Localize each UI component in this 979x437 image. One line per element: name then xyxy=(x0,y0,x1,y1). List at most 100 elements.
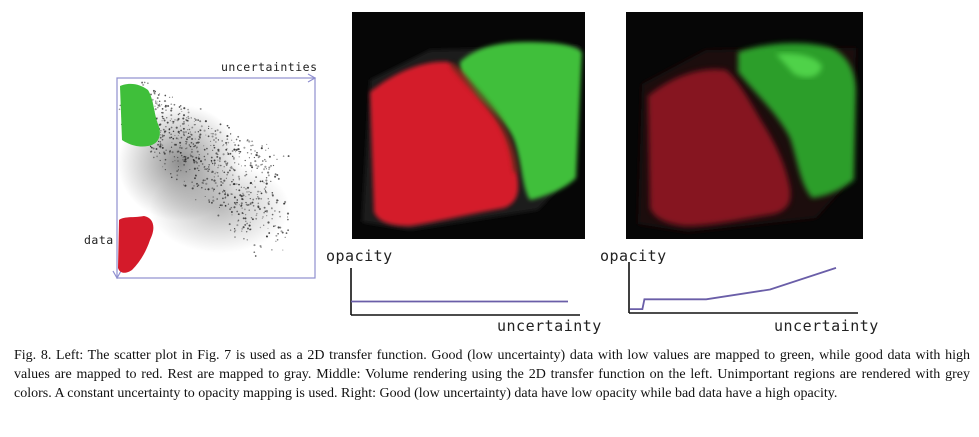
scatter-point xyxy=(171,151,174,154)
scatter-point xyxy=(150,93,152,96)
scatter-point xyxy=(172,130,175,133)
scatter-point xyxy=(197,130,200,133)
scatter-point xyxy=(198,141,201,143)
scatter-point xyxy=(172,120,175,123)
scatter-point xyxy=(175,126,178,129)
scatter-point xyxy=(276,174,279,176)
scatter-point xyxy=(236,201,238,204)
scatter-point xyxy=(173,103,176,106)
scatter-point xyxy=(235,138,238,141)
green-volume xyxy=(738,43,856,198)
scatter-point xyxy=(271,194,274,197)
scatter-point xyxy=(179,105,182,107)
scatter-point xyxy=(223,166,225,168)
scatter-point xyxy=(147,82,149,84)
scatter-point xyxy=(191,155,194,158)
scatter-point xyxy=(206,147,208,150)
scatter-point xyxy=(161,104,163,106)
scatter-point xyxy=(267,147,270,150)
scatter-point xyxy=(267,171,270,174)
scatter-point xyxy=(141,81,143,83)
scatter-point xyxy=(187,129,189,131)
scatter-point xyxy=(277,226,280,229)
scatter-point xyxy=(225,177,227,179)
scatter-point xyxy=(252,204,255,207)
scatter-point xyxy=(169,153,171,155)
scatter-point xyxy=(182,131,184,133)
scatter-point xyxy=(161,115,164,118)
scatter-point xyxy=(160,131,162,133)
scatter-point xyxy=(203,148,206,151)
scatter-point xyxy=(267,174,270,177)
scatter-point xyxy=(215,171,217,173)
scatter-point xyxy=(185,140,187,142)
scatter-point xyxy=(220,181,223,183)
scatter-point xyxy=(233,206,236,209)
scatter-point xyxy=(195,156,198,159)
scatter-point xyxy=(232,174,234,176)
scatter-point xyxy=(198,156,200,158)
scatter-point xyxy=(239,150,242,153)
scatter-point xyxy=(226,163,228,165)
scatter-point xyxy=(183,164,185,166)
scatter-point xyxy=(242,217,245,220)
scatter-point xyxy=(232,168,234,170)
scatter-point xyxy=(248,191,250,193)
scatter-point xyxy=(163,152,166,155)
scatter-point xyxy=(229,153,232,155)
scatter-point xyxy=(233,157,235,159)
scatter-point xyxy=(214,172,216,175)
scatter-point xyxy=(256,193,258,196)
scatter-point xyxy=(259,244,262,248)
scatter-point xyxy=(230,211,233,213)
scatter-point xyxy=(254,255,257,257)
scatter-point xyxy=(241,207,243,209)
scatter-point xyxy=(225,162,227,165)
scatter-point xyxy=(177,156,179,159)
scatter-point xyxy=(217,139,220,141)
scatter-point xyxy=(196,119,198,121)
scatter-point xyxy=(263,168,266,171)
scatter-point xyxy=(155,100,157,102)
scatter-point xyxy=(246,191,248,193)
scatter-point xyxy=(163,118,165,120)
scatter-point xyxy=(187,108,189,111)
scatter-point xyxy=(204,120,207,123)
scatter-point xyxy=(240,202,243,205)
scatter-point xyxy=(244,223,247,226)
scatter-point xyxy=(261,217,263,219)
red-volume xyxy=(648,69,791,227)
scatter-point xyxy=(178,132,180,135)
scatter-point xyxy=(193,120,195,122)
scatter-point xyxy=(243,237,245,240)
scatter-point xyxy=(248,157,250,159)
scatter-point xyxy=(219,123,222,126)
scatter-point xyxy=(239,194,242,197)
scatter-point xyxy=(219,158,221,160)
scatter-point xyxy=(222,145,224,147)
scatter-point xyxy=(210,161,213,163)
scatter-point xyxy=(240,204,243,207)
scatter-point xyxy=(189,153,191,155)
scatter-point xyxy=(222,144,225,146)
scatter-point xyxy=(255,164,258,167)
scatter-point xyxy=(259,191,261,193)
scatter-point xyxy=(216,129,219,132)
scatter-point xyxy=(163,119,166,122)
green-volume xyxy=(460,42,582,200)
scatter-point xyxy=(221,140,223,142)
scatter-point xyxy=(176,174,179,177)
scatter-point xyxy=(229,133,232,135)
scatter-point xyxy=(193,167,196,170)
scatter-point xyxy=(226,174,228,176)
scatter-point xyxy=(268,166,271,169)
scatter-point xyxy=(158,145,161,148)
scatter-point xyxy=(211,178,213,181)
scatter-point xyxy=(263,188,266,190)
scatter-point xyxy=(236,224,239,227)
scatter-point xyxy=(230,139,233,141)
scatter-point xyxy=(249,221,251,224)
scatter-point xyxy=(226,135,229,138)
scatter-point xyxy=(179,145,181,147)
scatter-point xyxy=(268,232,271,234)
